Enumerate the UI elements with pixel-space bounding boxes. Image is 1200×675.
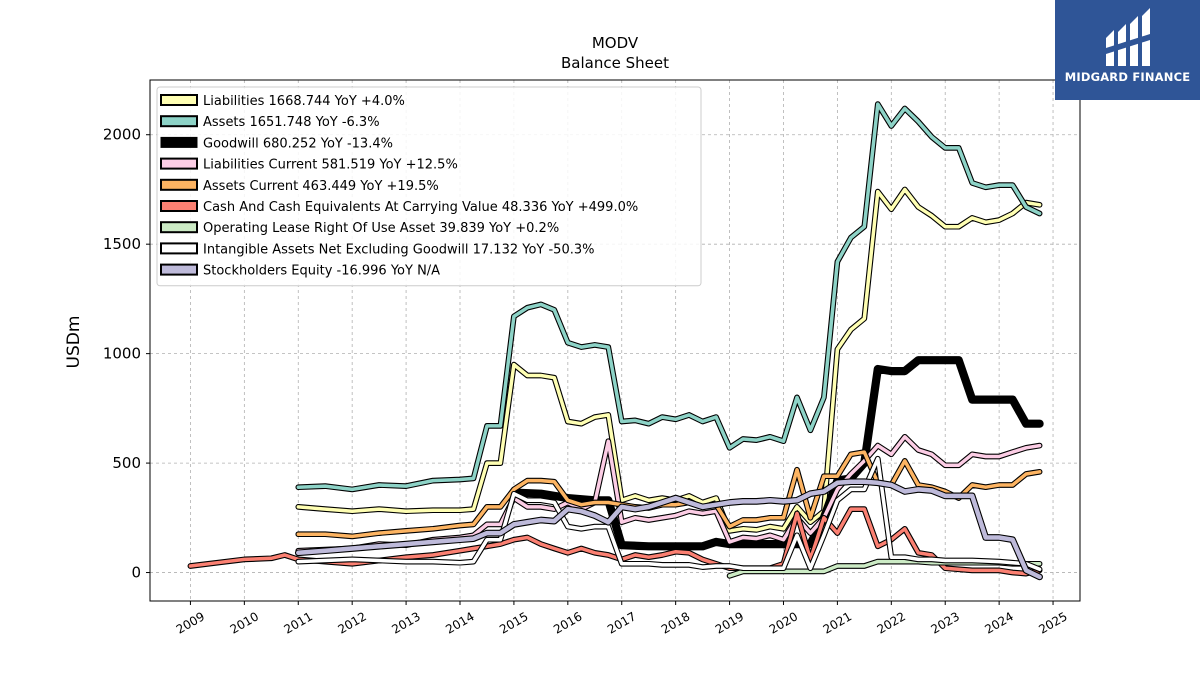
legend-entry: Goodwill 680.252 YoY -13.4%: [203, 136, 393, 151]
legend-swatch: [160, 242, 198, 255]
series-line: [296, 102, 1042, 492]
legend-entry: Assets 1651.748 YoY -6.3%: [203, 115, 380, 130]
series-line: [188, 507, 1042, 576]
series-line: [296, 435, 1042, 553]
chart-subtitle: Balance Sheet: [561, 54, 669, 72]
legend-swatch: [160, 178, 198, 191]
legend-swatch: [160, 94, 198, 106]
legend-entry: Liabilities 1668.744 YoY +4.0%: [203, 94, 405, 109]
x-tick-label: 2017: [605, 609, 638, 636]
legend-entry: Cash And Cash Equivalents At Carrying Va…: [203, 200, 638, 215]
x-tick-label: 2018: [659, 609, 692, 636]
series-outline: [295, 449, 1043, 540]
x-tick-label: 2010: [228, 609, 261, 636]
legend: Liabilities 1668.744 YoY +4.0% Assets 165…: [156, 86, 702, 287]
brand-name: MIDGARD FINANCE: [1064, 70, 1191, 84]
legend-swatch: [160, 263, 198, 276]
y-tick-label: 1000: [103, 345, 141, 363]
legend-entry: Assets Current 463.449 YoY +19.5%: [203, 179, 439, 194]
y-tick-label: 0: [131, 564, 141, 582]
legend-entry: Intangible Assets Net Excluding Goodwill…: [203, 242, 594, 257]
legend-swatch: [160, 136, 198, 148]
y-axis-label: USDm: [64, 316, 84, 369]
x-tick-label: 2021: [821, 609, 854, 636]
plot-frame: [149, 79, 1081, 602]
legend-entry: Liabilities Current 581.519 YoY +12.5%: [203, 158, 458, 173]
legend-swatch: [160, 157, 198, 170]
y-tick-label: 2000: [103, 126, 141, 144]
x-tick-label: 2024: [982, 609, 1015, 636]
series-cash-and-cash-equivalents-at-carrying-value: [187, 506, 1043, 577]
chart-title: MODV: [592, 34, 639, 52]
x-tick-label: 2014: [443, 609, 476, 636]
y-tick-label: 500: [112, 454, 141, 472]
series-line: [296, 456, 1042, 572]
legend-entry: Stockholders Equity -16.996 YoY N/A: [203, 264, 440, 279]
series-line: [296, 187, 1042, 533]
x-tick-label: 2015: [497, 609, 530, 636]
x-tick-label: 2011: [282, 609, 315, 636]
series-lines: [187, 101, 1044, 581]
x-tick-label: 2019: [713, 609, 746, 636]
series-intangible-assets-net-excluding-goodwill: [295, 455, 1043, 573]
legend-swatch: [160, 200, 198, 212]
series-liabilities-current: [295, 433, 1043, 554]
brand-mark-icon: [1106, 8, 1150, 66]
x-tick-label: 2023: [928, 609, 961, 636]
legend-entry: Operating Lease Right Of Use Asset 39.83…: [203, 221, 559, 236]
x-tick-label: 2012: [335, 609, 368, 636]
x-tick-label: 2016: [551, 609, 584, 636]
series-assets: [295, 101, 1043, 493]
series-line: [296, 479, 1042, 580]
x-tick-label: 2025: [1036, 609, 1069, 636]
x-tick-label: 2013: [389, 609, 422, 636]
legend-box: [156, 86, 702, 287]
legend-swatch: [160, 221, 198, 234]
series-stockholders-equity: [294, 478, 1043, 581]
series-line: [296, 450, 1042, 539]
series-assets-current: [295, 449, 1043, 540]
x-tick-label: 2022: [875, 609, 908, 636]
x-tick-label: 2009: [174, 609, 207, 636]
legend-swatch: [160, 115, 198, 128]
brand-logo: MIDGARD FINANCE: [1055, 0, 1200, 100]
y-tick-label: 1500: [103, 235, 141, 253]
series-liabilities: [295, 186, 1043, 534]
x-tick-label: 2020: [767, 609, 800, 636]
